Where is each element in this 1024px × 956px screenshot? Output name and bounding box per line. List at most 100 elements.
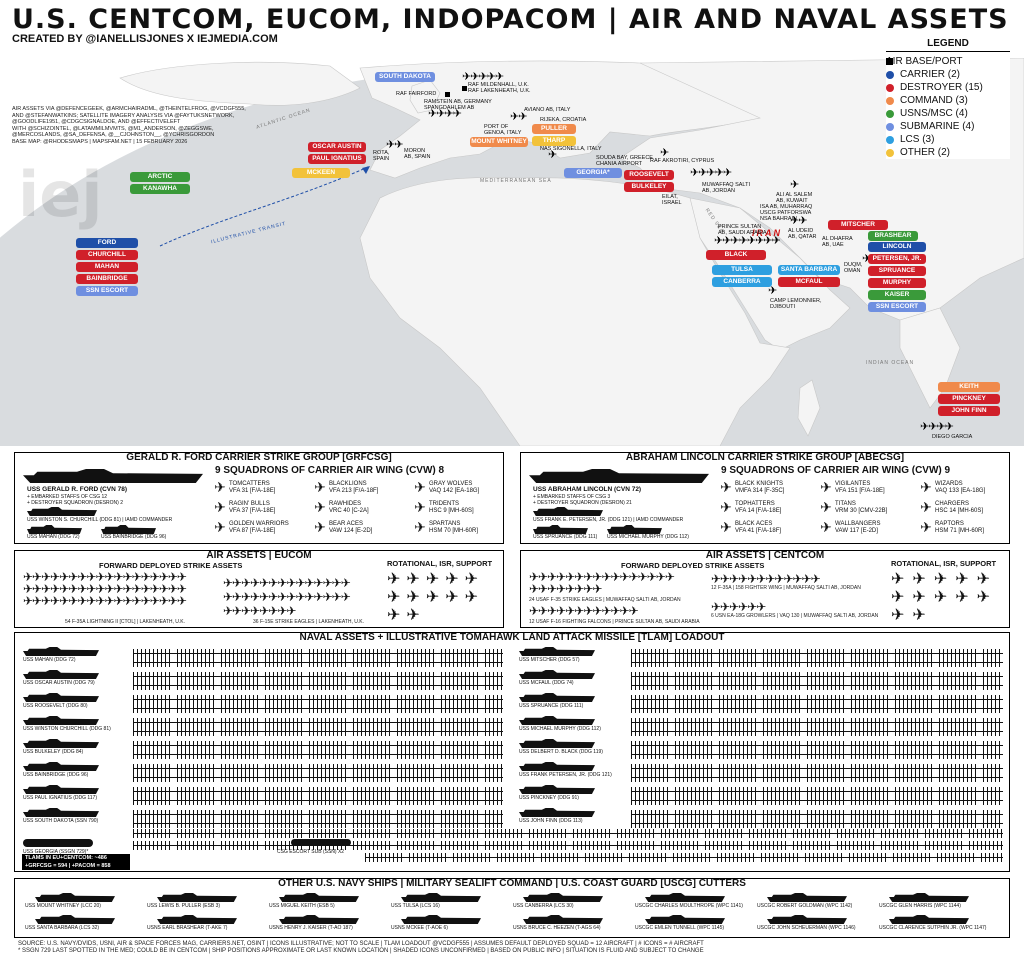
tag-tulsa: TULSA bbox=[712, 265, 772, 275]
ship-name: USS TULSA (LCS 16) bbox=[391, 903, 440, 909]
ship-name: USS MCFAUL (DDG 74) bbox=[519, 680, 574, 686]
tag-churchill: CHURCHILL bbox=[76, 250, 138, 260]
tlam-row bbox=[631, 810, 1003, 819]
duqm-aircraft-icons: ✈ bbox=[862, 253, 871, 265]
tlam-row bbox=[631, 750, 1003, 759]
sigonella-aircraft-icons: ✈ bbox=[548, 149, 557, 161]
aircraft-icon: ✈ bbox=[314, 519, 326, 535]
aircraft-icon: ✈ bbox=[414, 519, 426, 535]
ship-silhouette bbox=[23, 647, 99, 656]
lincoln-escort-murphy: USS MICHAEL MURPHY (DDG 112) bbox=[607, 534, 689, 540]
tag-murphy: MURPHY bbox=[868, 278, 926, 288]
tlam-row bbox=[133, 750, 503, 759]
tag-santa-barbara: SANTA BARBARA bbox=[778, 265, 840, 275]
place-duqm: DUQM, OMAN bbox=[844, 262, 863, 274]
sultan-aircraft-icons: ✈✈✈✈✈✈✈✈ bbox=[714, 235, 781, 247]
iran-label: IRAN bbox=[752, 228, 782, 238]
mildenhall-aircraft-icons: ✈✈✈✈✈ bbox=[462, 71, 504, 83]
ship-silhouette bbox=[23, 739, 99, 748]
tag-brashear: BRASHEAR bbox=[868, 231, 918, 241]
legend-label: USNS/MSC (4) bbox=[900, 108, 968, 119]
place-lemonnier: CAMP LEMONNIER, DJIBOUTI bbox=[770, 298, 822, 310]
tag-bainbridge: BAINBRIDGE bbox=[76, 274, 138, 284]
bahrain-aircraft-icons: ✈✈ bbox=[790, 215, 807, 227]
tag-paul-ignatius: PAUL IGNATIUS bbox=[308, 154, 366, 164]
tlam-row bbox=[133, 658, 503, 667]
eucom-forward-label: FORWARD DEPLOYED STRIKE ASSETS bbox=[99, 561, 243, 570]
tlam-row bbox=[631, 773, 1003, 782]
ship-silhouette bbox=[401, 893, 481, 902]
diego-aircraft-icons: ✈✈✈✈ bbox=[920, 421, 954, 433]
land-greenland bbox=[119, 61, 361, 106]
land-madagascar bbox=[797, 379, 821, 437]
squadron-entry: ✈ CHARGERS HSC 14 [MH-60S] bbox=[917, 499, 1009, 516]
legend-label: OTHER (2) bbox=[900, 147, 950, 158]
squadron-entry: ✈ TOMCATTERS VFA 31 [F/A-18E] bbox=[211, 479, 311, 496]
tlam-row bbox=[631, 681, 1003, 690]
squadron-entry: ✈ BLACKLIONS VFA 213 [F/A-18F] bbox=[311, 479, 411, 496]
ship-silhouette bbox=[23, 716, 99, 725]
aircraft-icon: ✈ bbox=[414, 479, 426, 495]
aircraft-icon: ✈ bbox=[414, 499, 426, 515]
tlam-row bbox=[133, 681, 503, 690]
ship-name: USS WINSTON CHURCHILL (DDG 81) bbox=[23, 726, 111, 732]
med-label: MEDITERRANEAN SEA bbox=[480, 178, 552, 184]
legend-title: LEGEND bbox=[886, 38, 1010, 52]
place-diego: DIEGO GARCIA bbox=[932, 434, 973, 440]
place-sigonella: NAS SIGONELLA, ITALY bbox=[540, 146, 602, 152]
tlam-row bbox=[631, 787, 1003, 796]
legend-swatch bbox=[886, 58, 893, 65]
ship-name: USS OSCAR AUSTIN (DDG 79) bbox=[23, 680, 95, 686]
eucom-group2-label: 36 F-15E STRIKE EAGLES | LAKENHEATH, U.K… bbox=[253, 619, 364, 625]
ship-silhouette bbox=[645, 893, 725, 902]
legend-swatch bbox=[886, 96, 894, 105]
legend-swatch bbox=[886, 135, 894, 144]
tag-mckeen: MCKEEN bbox=[292, 168, 350, 178]
squadron-entry: ✈ RAWHIDES VRC 40 [C-2A] bbox=[311, 499, 411, 516]
legend-swatch bbox=[886, 122, 894, 131]
squadron-entry: ✈ VIGILANTES VFA 151 [F/A-18E] bbox=[817, 479, 917, 496]
squadron-label: GRAY WOLVES VAQ 142 [EA-18G] bbox=[429, 480, 480, 494]
tlam-row bbox=[631, 796, 1003, 805]
ship-silhouette bbox=[23, 762, 99, 771]
ship-name: USS PAUL IGNATIUS (DDG 117) bbox=[23, 795, 97, 801]
aviano-aircraft-icons: ✈✈ bbox=[510, 111, 527, 123]
place-eilat: EILAT, ISRAEL bbox=[662, 194, 682, 206]
iej-watermark: iej bbox=[18, 158, 103, 231]
destroyer-silhouette bbox=[27, 507, 97, 516]
rotational-aircraft-icons: ✈✈✈✈✈✈✈✈✈✈✈✈ bbox=[387, 571, 485, 624]
air-eucom-panel: AIR ASSETS | EUCOM FORWARD DEPLOYED STRI… bbox=[14, 550, 504, 628]
byline: CREATED BY @IANELLISJONES X IEJMEDIA.COM bbox=[12, 33, 278, 45]
tag-bulkeley: BULKELEY bbox=[624, 182, 674, 192]
ship-name: USS LEWIS B. PULLER (ESB 3) bbox=[147, 903, 221, 909]
tag-mitscher: MITSCHER bbox=[828, 220, 888, 230]
legend-item: USNS/MSC (4) bbox=[886, 107, 1010, 120]
destroyer-silhouette bbox=[101, 525, 156, 534]
aircraft-icon: ✈ bbox=[820, 499, 832, 515]
f35-icons-row: ✈✈✈✈✈✈✈✈✈✈✈✈✈✈✈✈✈✈ bbox=[23, 583, 187, 595]
georgia-label: USS GEORGIA (SSGN 729)* bbox=[23, 849, 89, 855]
centcom-group1-label: 24 USAF F-35 STRIKE EAGLES | MUWAFFAQ SA… bbox=[529, 597, 681, 603]
lincoln-staffs: + EMBARKED STAFFS OF CSG 3 + DESTROYER S… bbox=[533, 494, 632, 506]
tag-kanawha: KANAWHA bbox=[130, 184, 190, 194]
tlam-row bbox=[631, 658, 1003, 667]
indian-ocean-label: INDIAN OCEAN bbox=[866, 360, 915, 366]
ship-silhouette bbox=[157, 915, 237, 924]
lincoln-escort-spruance: USS SPRUANCE (DDG 111) bbox=[533, 534, 598, 540]
ship-silhouette bbox=[35, 893, 115, 902]
aircraft-icon: ✈ bbox=[214, 519, 226, 535]
aircraft-icon: ✈ bbox=[214, 479, 226, 495]
carrier-silhouette bbox=[529, 469, 709, 483]
squadron-entry: ✈ RAPTORS HSM 71 [MH-60R] bbox=[917, 519, 1009, 536]
centcom-forward-label: FORWARD DEPLOYED STRIKE ASSETS bbox=[621, 561, 765, 570]
tlam-row bbox=[133, 727, 503, 736]
place-ramstein: RAMSTEIN AB, GERMANY SPANGDAHLEM AB bbox=[424, 99, 492, 111]
tag-ssn-escort-east: SSN ESCORT bbox=[868, 302, 926, 312]
aircraft-icon: ✈ bbox=[720, 519, 732, 535]
ship-name: USS CANBERRA (LCS 30) bbox=[513, 903, 574, 909]
ford-staffs: + EMBARKED STAFFS OF CSG 12 + DESTROYER … bbox=[27, 494, 123, 506]
aircraft-icon: ✈ bbox=[314, 479, 326, 495]
tag-mount-whitney: MOUNT WHITNEY bbox=[470, 137, 528, 147]
squadron-entry: ✈ BLACK KNIGHTS VMFA 314 [F-35C] bbox=[717, 479, 817, 496]
tag-puller: PULLER bbox=[532, 124, 576, 134]
